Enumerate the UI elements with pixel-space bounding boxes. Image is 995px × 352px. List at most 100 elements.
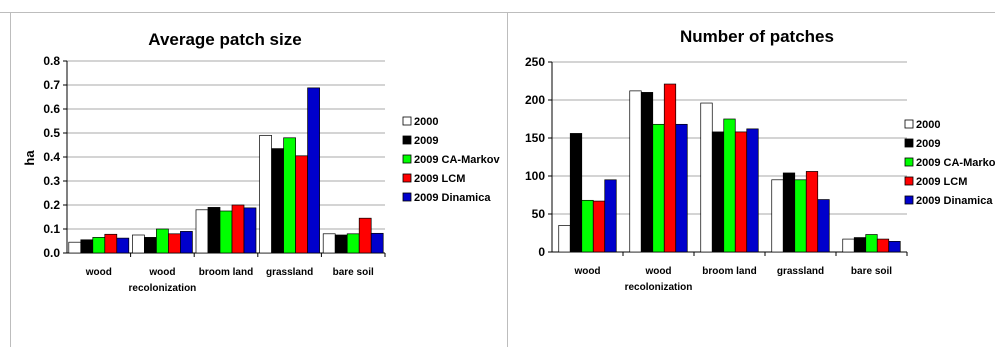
legend-swatch xyxy=(904,157,914,167)
y-tick-label: 100 xyxy=(525,169,545,183)
bar xyxy=(640,92,654,253)
legend-label: 2000 xyxy=(414,116,438,128)
legend-label: 2009 xyxy=(916,138,940,150)
legend-swatch xyxy=(904,176,914,186)
bar xyxy=(116,237,130,254)
bar xyxy=(180,231,193,254)
x-tick-label: broom land xyxy=(199,267,253,278)
y-tick-label: 0.5 xyxy=(43,126,60,140)
y-tick-label: 0.8 xyxy=(43,54,60,68)
chart-panel-average-patch-size: Average patch size ha 0.0 0.1 0.2 0.3 0.4 0.5 0.… xyxy=(22,30,501,294)
bar xyxy=(675,123,688,253)
y-tick-label: 250 xyxy=(525,55,545,69)
legend-label: 2009 LCM xyxy=(916,176,967,188)
y-axis-label: ha xyxy=(22,150,37,166)
x-tick-label: wood xyxy=(148,267,175,278)
bar xyxy=(652,123,665,253)
legend-label: 2009 xyxy=(414,135,438,147)
legend-label: 2009 LCM xyxy=(414,173,465,185)
bar xyxy=(322,233,336,254)
bar xyxy=(307,87,320,254)
bar xyxy=(794,179,807,253)
bar xyxy=(219,210,233,254)
x-tick-label: grassland xyxy=(777,266,824,277)
y-tick-label: 0.2 xyxy=(43,198,60,212)
bar xyxy=(295,155,308,254)
bar xyxy=(132,234,145,254)
legend-label: 2000 xyxy=(916,119,940,131)
x-tick-label: wood xyxy=(573,266,600,277)
chart-title: Average patch size xyxy=(148,30,301,49)
bar xyxy=(156,228,169,254)
bar xyxy=(231,204,245,254)
y-tick-label: 0.1 xyxy=(43,222,60,236)
legend-swatch xyxy=(402,116,412,126)
bar xyxy=(259,135,272,254)
legend-swatch xyxy=(402,192,412,202)
bar xyxy=(358,217,372,254)
y-tick-label: 0.6 xyxy=(43,102,60,116)
chart-title: Number of patches xyxy=(680,27,834,46)
bar xyxy=(629,90,642,253)
legend-swatch xyxy=(904,195,914,205)
bar xyxy=(663,83,677,253)
legend-swatch xyxy=(402,154,412,164)
bar xyxy=(771,179,784,253)
x-tick-label: recolonization xyxy=(625,282,693,293)
x-tick-label: grassland xyxy=(266,267,313,278)
legend-swatch xyxy=(402,173,412,183)
bar xyxy=(207,207,221,254)
legend-label: 2009 CA-Markov xyxy=(916,157,995,169)
legend-label: 2009 Dinamica xyxy=(414,192,491,204)
legend-label: 2009 Dinamica xyxy=(916,195,993,207)
legend-swatch xyxy=(402,135,412,145)
y-tick-label: 150 xyxy=(525,131,545,145)
bar xyxy=(168,233,181,254)
bar xyxy=(581,199,594,253)
bar xyxy=(865,234,878,253)
y-tick-label: 200 xyxy=(525,93,545,107)
bar xyxy=(104,233,118,254)
bar xyxy=(604,179,617,253)
bar xyxy=(243,207,257,254)
bar xyxy=(569,133,583,253)
bar xyxy=(782,172,796,253)
bar xyxy=(68,241,82,254)
chart-panel-number-of-patches: Number of patches 0 50 100 150 200 250 wood wood… xyxy=(508,13,995,347)
bar xyxy=(711,131,725,253)
y-tick-label: 0.3 xyxy=(43,174,60,188)
bar xyxy=(734,131,748,253)
bar xyxy=(283,137,296,254)
bar xyxy=(746,128,759,253)
bar xyxy=(592,200,606,253)
legend-swatch xyxy=(904,138,914,148)
bar xyxy=(92,237,106,254)
bar xyxy=(876,238,890,253)
top-border xyxy=(0,12,995,13)
x-tick-label: bare soil xyxy=(851,266,892,277)
bar xyxy=(334,234,348,254)
bar xyxy=(80,239,94,254)
bar xyxy=(700,102,713,253)
bar xyxy=(723,118,736,253)
panel-divider xyxy=(507,12,508,347)
bar xyxy=(805,171,819,253)
y-tick-label: 0.7 xyxy=(43,78,60,92)
bar xyxy=(558,225,571,253)
bar xyxy=(853,237,867,253)
bar xyxy=(370,232,384,254)
bar xyxy=(842,238,855,253)
x-tick-label: recolonization xyxy=(129,283,197,294)
x-tick-label: wood xyxy=(644,266,671,277)
left-border xyxy=(10,12,11,347)
average-patch-size-chart: Average patch size ha 0.0 0.1 0.2 0.3 0.4 0.5 0.… xyxy=(22,30,500,294)
bar xyxy=(817,199,830,253)
y-tick-label: 0.0 xyxy=(43,246,60,260)
legend-swatch xyxy=(904,119,914,129)
x-tick-label: bare soil xyxy=(333,267,374,278)
x-tick-label: broom land xyxy=(702,266,756,277)
x-tick-label: wood xyxy=(85,267,112,278)
y-tick-label: 0.4 xyxy=(43,150,60,164)
bar xyxy=(271,148,284,254)
bar xyxy=(888,241,901,253)
